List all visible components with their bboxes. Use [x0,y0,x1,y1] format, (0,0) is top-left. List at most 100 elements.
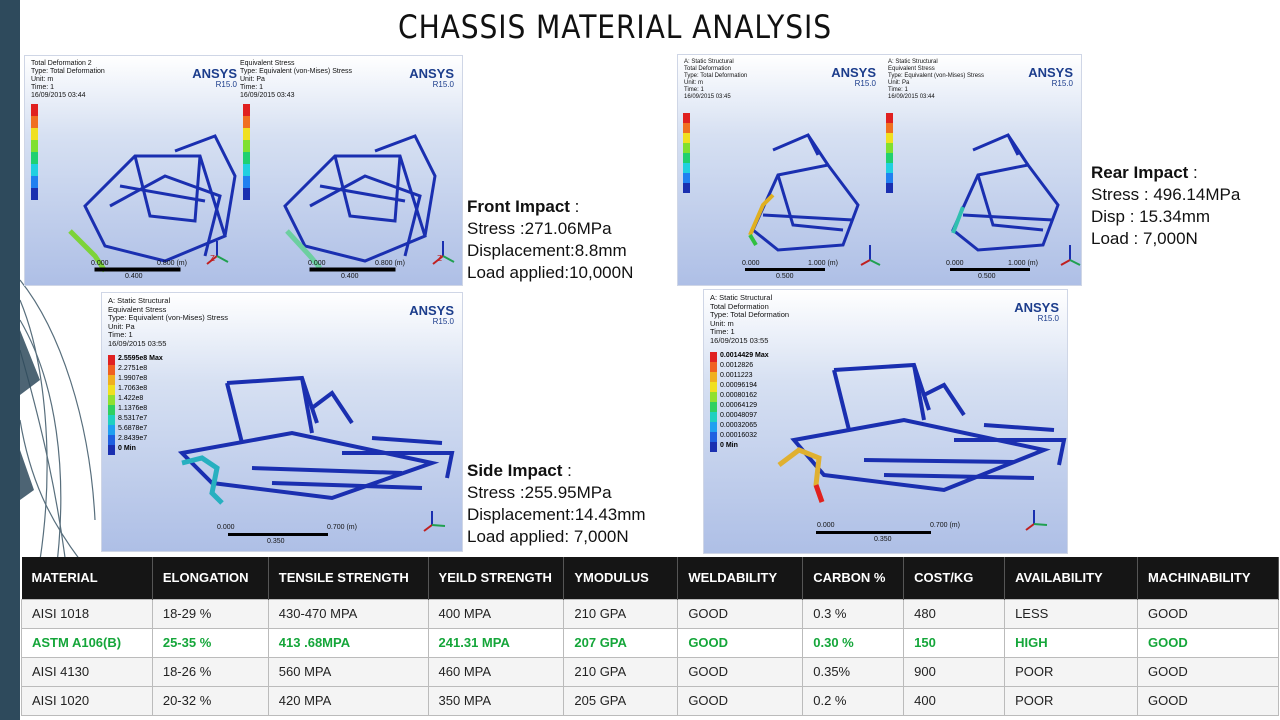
scale-end: 0.700 (m) [327,524,357,531]
material-comparison-table: MATERIAL ELONGATION TENSILE STRENGTH YEI… [21,557,1280,716]
col-header: MACHINABILITY [1137,557,1280,599]
cell: 210 GPA [563,598,679,629]
col-header: CARBON % [802,557,905,599]
table-row: AISI 1018 18-29 % 430-470 MPA 400 MPA 210 GP… [21,598,1280,629]
cell: 0.30 % [802,627,905,658]
side-impact-deformation-image: A: Static Structural Total Deformation T… [703,289,1068,554]
deformation-chassis-render [777,362,1067,534]
scale-mid: 0.500 [776,273,794,280]
cell: AISI 1020 [21,685,153,716]
deformation-header: A: Static Structural Total Deformation T… [710,293,790,345]
scale-mid: 0.400 [125,273,143,280]
rear-impact-image: A: Static Structural Total Deformation T… [677,54,1082,286]
cell: 400 [903,685,1006,716]
scale-end: 0.700 (m) [930,522,960,529]
col-header: YMODULUS [563,557,679,599]
scale-start: 0.000 [308,260,326,267]
side-impact-text: Side Impact : Stress :255.95MPa Displace… [467,461,646,546]
rear-disp: Disp : 15.34mm [1091,207,1211,226]
cell: 0.3 % [802,598,905,629]
col-header: TENSILE STRENGTH [268,557,429,599]
cell: AISI 4130 [21,656,153,687]
scale-start: 0.000 [946,260,964,267]
scale-mid: 0.400 [341,273,359,280]
cell: 207 GPA [563,627,679,658]
ansys-logo: ANSYS R15.0 [1014,300,1059,323]
table-row: AISI 4130 18-26 % 560 MPA 460 MPA 210 GPA GOO… [21,656,1280,687]
col-header: ELONGATION [152,557,269,599]
side-stress-legend: 2.5595e8 Max 2.2751e8 1.9907e8 1.7063e8 … [108,355,163,455]
side-stress: Stress :255.95MPa [467,483,612,502]
scale-end: 0.800 (m) [157,260,187,267]
scale-start: 0.000 [217,524,235,531]
side-impact-heading: Side Impact [467,461,563,480]
rear-impact-text: Rear Impact : Stress : 496.14MPa Disp : … [1091,163,1241,248]
col-header: MATERIAL [21,557,153,599]
cell: 18-29 % [151,598,269,629]
rear-left-header: A: Static Structural Total Deformation T… [684,59,748,100]
cell: GOOD [677,685,804,716]
front-left-header: Total Deformation 2 Type: Total Deformat… [31,60,105,99]
cell: 480 [903,598,1006,629]
front-impact-image: ZZ Total Deformation 2 Type: Total Defor… [24,55,463,286]
scale-mid: 0.500 [978,273,996,280]
scale-end: 1.000 (m) [1008,260,1038,267]
cell: GOOD [677,627,804,658]
page-title: CHASSIS MATERIAL ANALYSIS [398,8,832,46]
cell: 205 GPA [563,685,679,716]
rear-load: Load : 7,000N [1091,229,1198,248]
left-accent-bar [0,0,20,720]
col-header: COST/KG [903,557,1006,599]
scale-start: 0.000 [817,522,835,529]
side-header: A: Static Structural Equivalent Stress T… [108,296,229,348]
table-header-row: MATERIAL ELONGATION TENSILE STRENGTH YEI… [21,557,1280,599]
cell: 20-32 % [151,685,269,716]
cell: 150 [903,627,1006,658]
cell: ASTM A106(B) [21,627,153,658]
cell: GOOD [677,598,804,629]
front-stress: Stress :271.06MPa [467,219,612,238]
scale-start: 0.000 [742,260,760,267]
col-header: AVAILABILITY [1004,557,1138,599]
cell: 460 MPA [427,656,565,687]
cell: GOOD [677,656,804,687]
ansys-logo: ANSYS R15.0 [1028,65,1073,88]
scale-end: 1.000 (m) [808,260,838,267]
cell: 430-470 MPA [267,598,429,629]
col-header: WELDABILITY [677,557,804,599]
cell: HIGH [1004,627,1138,658]
cell: AISI 1018 [21,598,153,629]
cell: 0.2 % [802,685,905,716]
side-impact-stress-image: A: Static Structural Equivalent Stress T… [101,292,463,552]
cell: POOR [1004,656,1138,687]
front-chassis-render: ZZ [31,104,455,273]
side-displacement: Displacement:14.43mm [467,505,646,524]
cell: 350 MPA [427,685,565,716]
cell: LESS [1004,598,1138,629]
cell: GOOD [1136,656,1280,687]
ansys-logo: ANSYS R15.0 [192,66,237,89]
cell: GOOD [1136,627,1280,658]
side-chassis-render [177,375,455,536]
deformation-legend: 0.0014429 Max 0.0012826 0.0011223 0.0009… [710,352,769,452]
scale-mid: 0.350 [874,536,892,543]
front-right-header: Equivalent Stress Type: Equivalent (von-… [240,60,353,99]
cell: 25-35 % [151,627,269,658]
cell: 210 GPA [563,656,679,687]
front-impact-heading: Front Impact [467,197,570,216]
cell: 400 MPA [427,598,565,629]
cell: 18-26 % [151,656,269,687]
cell: 241.31 MPA [427,627,565,658]
cell: 560 MPA [267,656,429,687]
scale-start: 0.000 [91,260,109,267]
table-row-highlighted: ASTM A106(B) 25-35 % 413 .68MPA 241.31 MPA 2… [21,627,1280,658]
ansys-logo: ANSYS R15.0 [409,66,454,89]
front-displacement: Displacement:8.8mm [467,241,627,260]
rear-stress: Stress : 496.14MPa [1091,185,1241,204]
ansys-logo: ANSYS R15.0 [831,65,876,88]
front-load: Load applied:10,000N [467,263,634,282]
rear-right-header: A: Static Structural Equivalent Stress T… [888,59,985,100]
rear-chassis-render [683,113,1081,271]
rear-impact-heading: Rear Impact [1091,163,1189,182]
side-load: Load applied: 7,000N [467,527,629,546]
